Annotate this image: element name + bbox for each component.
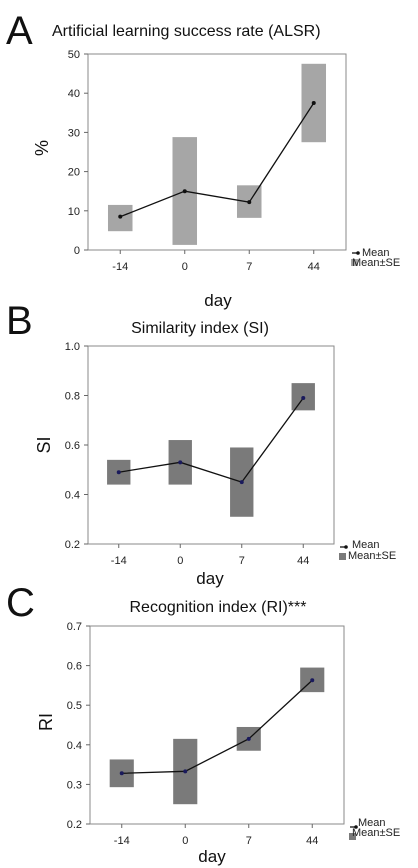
mean-point-a <box>247 200 252 205</box>
mean-point-c <box>246 736 251 741</box>
mean-line-c <box>121 679 313 774</box>
chart-marks-a: 0 10 20 30 40 50 -14 0 7 44 <box>68 49 360 273</box>
y-axis-label-c: RI <box>36 713 56 731</box>
x-tick-label-a: -14 <box>112 261 128 273</box>
mean-line-b <box>118 397 304 483</box>
mean-line-a <box>120 102 315 218</box>
chart-title-b: Similarity index (SI) <box>131 320 269 337</box>
mean-point-b <box>178 460 183 465</box>
legend-se-label-c: Mean±SE <box>352 827 400 839</box>
y-tick-label-a: 10 <box>68 206 80 218</box>
legend-mean-dot-a <box>356 251 360 255</box>
y-tick-label-c: 0.4 <box>67 740 82 752</box>
y-tick-label-b: 0.2 <box>65 539 80 551</box>
x-tick-label-b: 0 <box>177 555 183 567</box>
panel-letter-c: C <box>6 581 35 625</box>
mean-point-a <box>311 101 316 105</box>
y-tick-label-c: 0.6 <box>67 661 82 673</box>
legend-se-label-a: Mean±SE <box>352 257 400 269</box>
legend-mean-dot-c <box>354 825 358 829</box>
x-axis-label-c: day <box>198 847 226 866</box>
x-tick-label-b: 7 <box>239 555 245 567</box>
x-tick-label-a: 0 <box>182 261 188 273</box>
mean-point-a <box>118 214 123 219</box>
x-tick-label-b: -14 <box>111 555 127 567</box>
x-tick-label-a: 7 <box>246 261 252 273</box>
chart-title-c: Recognition index (RI)*** <box>130 599 307 616</box>
panel-a: A Artificial learning success rate (ALSR… <box>6 9 400 310</box>
y-tick-label-c: 0.2 <box>67 819 82 831</box>
x-tick-label-c: 0 <box>182 835 188 847</box>
x-tick-label-c: -14 <box>114 835 130 847</box>
y-tick-label-a: 30 <box>68 127 80 139</box>
legend-c: Mean Mean±SE <box>352 817 400 839</box>
legend-mean-label-c: Mean <box>358 817 386 829</box>
y-tick-label-b: 0.4 <box>65 490 80 502</box>
plot-frame-b <box>87 345 335 545</box>
panel-letter-a: A <box>6 9 33 53</box>
plot-frame-c <box>89 625 345 825</box>
x-axis-label-a: day <box>204 291 232 310</box>
y-tick-label-c: 0.5 <box>67 700 82 712</box>
x-tick-label-a: 44 <box>308 261 320 273</box>
x-tick-label-c: 7 <box>246 835 252 847</box>
x-axis-label-b: day <box>196 569 224 588</box>
y-tick-label-c: 0.3 <box>67 779 82 791</box>
y-tick-label-b: 1.0 <box>65 341 80 353</box>
legend-mean-label-b: Mean <box>352 539 380 551</box>
mean-point-b <box>301 395 306 400</box>
legend-mean-label-a: Mean <box>362 247 390 259</box>
y-tick-label-b: 0.8 <box>65 391 80 403</box>
legend-b: Mean Mean±SE <box>348 539 396 562</box>
legend-se-symbol-a <box>351 259 358 266</box>
legend-se-symbol-b <box>339 553 346 560</box>
mean-point-c <box>119 771 124 776</box>
mean-point-c <box>183 769 188 774</box>
mean-point-c <box>310 678 315 683</box>
y-tick-label-a: 50 <box>68 49 80 61</box>
y-tick-label-a: 20 <box>68 167 80 179</box>
mean-point-b <box>116 470 121 475</box>
legend-mean-dot-b <box>344 545 348 549</box>
x-tick-label-c: 44 <box>306 835 318 847</box>
y-tick-label-a: 40 <box>68 88 80 100</box>
chart-marks-b: 0.2 0.4 0.6 0.8 1.0 -14 0 7 44 <box>65 341 348 567</box>
plot-frame-a <box>87 53 347 251</box>
y-axis-label-b: SI <box>34 436 54 453</box>
y-tick-label-a: 0 <box>74 245 80 257</box>
y-tick-label-c: 0.7 <box>67 621 82 633</box>
y-tick-label-b: 0.6 <box>65 440 80 452</box>
panel-letter-b: B <box>6 299 33 343</box>
y-axis-label-a: % <box>32 140 52 156</box>
legend-a: Mean Mean±SE <box>352 247 400 269</box>
panel-b: B Similarity index (SI) SI day 0.2 0.4 0.6… <box>6 299 396 588</box>
x-tick-label-b: 44 <box>297 555 309 567</box>
legend-se-label-b: Mean±SE <box>348 550 396 562</box>
mean-point-b <box>239 480 244 485</box>
mean-point-a <box>182 189 187 194</box>
chart-title-a: Artificial learning success rate (ALSR) <box>52 23 321 40</box>
chart-marks-c: 0.2 0.3 0.4 0.5 0.6 0.7 -14 0 7 44 <box>67 621 358 847</box>
panel-c: C Recognition index (RI)*** RI day 0.20.… <box>6 581 400 866</box>
legend-se-symbol-c <box>349 833 356 840</box>
